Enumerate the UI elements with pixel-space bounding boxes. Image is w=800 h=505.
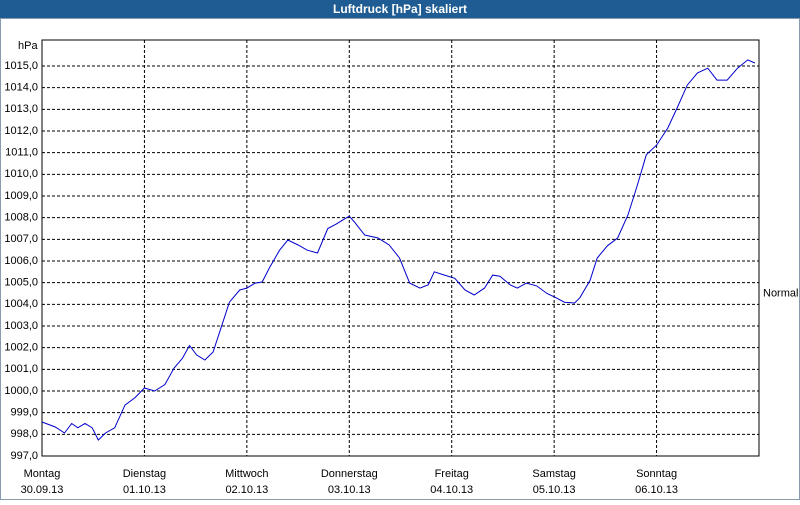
y-tick-label: 1006,0 [4,255,38,267]
y-tick-label: 1012,0 [4,125,38,137]
y-tick-label: 1015,0 [4,60,38,72]
x-tick-label: Freitag [435,468,469,480]
y-tick-label: 1014,0 [4,82,38,94]
x-tick-label: Dienstag [123,468,166,480]
y-tick-label: 1003,0 [4,320,38,332]
y-axis-label: hPa [18,40,38,52]
plot-border [41,39,760,457]
y-tick-label: 1002,0 [4,342,38,354]
x-tick-label: Samstag [532,468,575,480]
y-tick-label: 1013,0 [4,103,38,115]
x-tick-date: 03.10.13 [328,484,371,496]
y-tick-label: 999,0 [10,407,38,419]
y-tick-label: 997,0 [10,450,38,462]
y-tick-label: 1007,0 [4,233,38,245]
annotation: Normal [763,287,798,299]
x-tick-date: 02.10.13 [225,484,268,496]
data-line [41,59,756,441]
title-bar [0,0,800,18]
y-tick-label: 1001,0 [4,363,38,375]
x-tick-date: 06.10.13 [635,484,678,496]
y-tick-label: 998,0 [10,428,38,440]
y-tick-label: 1004,0 [4,298,38,310]
x-tick-label: Mittwoch [225,468,268,480]
y-tick-label: 1005,0 [4,277,38,289]
x-tick-date: 05.10.13 [533,484,576,496]
x-tick-date: 04.10.13 [430,484,473,496]
y-tick-label: 1008,0 [4,212,38,224]
chart-title: Luftdruck [hPa] skaliert [333,2,467,16]
x-tick-date: 30.09.13 [21,484,64,496]
x-tick-label: Montag [24,468,61,480]
x-tick-label: Donnerstag [321,468,378,480]
x-tick-date: 01.10.13 [123,484,166,496]
y-tick-label: 1010,0 [4,168,38,180]
y-tick-label: 1009,0 [4,190,38,202]
x-tick-label: Sonntag [636,468,677,480]
y-tick-label: 1011,0 [5,147,38,159]
y-tick-label: 1000,0 [4,385,38,397]
